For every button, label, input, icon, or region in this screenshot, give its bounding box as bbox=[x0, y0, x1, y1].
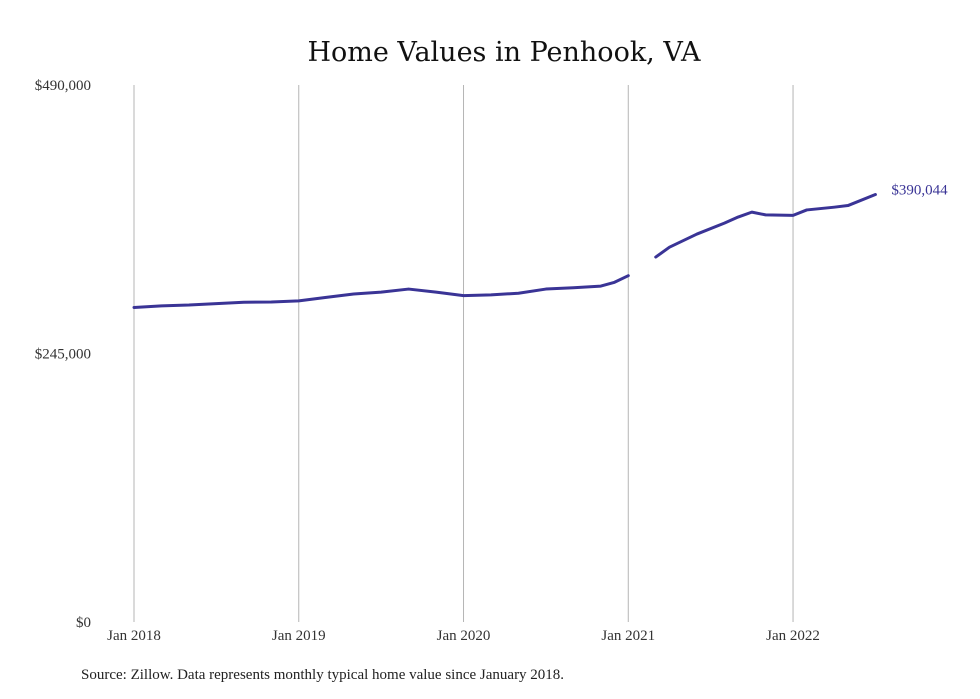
series-line-group bbox=[132, 193, 877, 309]
end-value-label: $390,044 bbox=[891, 183, 948, 199]
y-tick-label: $245,000 bbox=[35, 347, 91, 363]
source-note: Source: Zillow. Data represents monthly … bbox=[81, 667, 565, 683]
x-tick-label: Jan 2021 bbox=[601, 628, 655, 644]
x-tick-label: Jan 2019 bbox=[272, 628, 326, 644]
chart-title: Home Values in Penhook, VA bbox=[307, 37, 701, 68]
y-tick-label: $490,000 bbox=[35, 78, 91, 94]
x-tick-label: Jan 2020 bbox=[437, 628, 491, 644]
y-tick-label: $0 bbox=[76, 615, 91, 631]
series-line-segment-1 bbox=[654, 193, 877, 259]
x-tick-label: Jan 2018 bbox=[107, 628, 161, 644]
y-axis-tick-labels: $0 $245,000 $490,000 bbox=[35, 78, 91, 631]
x-grid bbox=[133, 85, 794, 622]
x-tick-label: Jan 2022 bbox=[766, 628, 820, 644]
x-axis-tick-labels: Jan 2018 Jan 2019 Jan 2020 Jan 2021 Jan 2022 bbox=[107, 628, 820, 644]
series-line-segment-0 bbox=[132, 274, 630, 309]
